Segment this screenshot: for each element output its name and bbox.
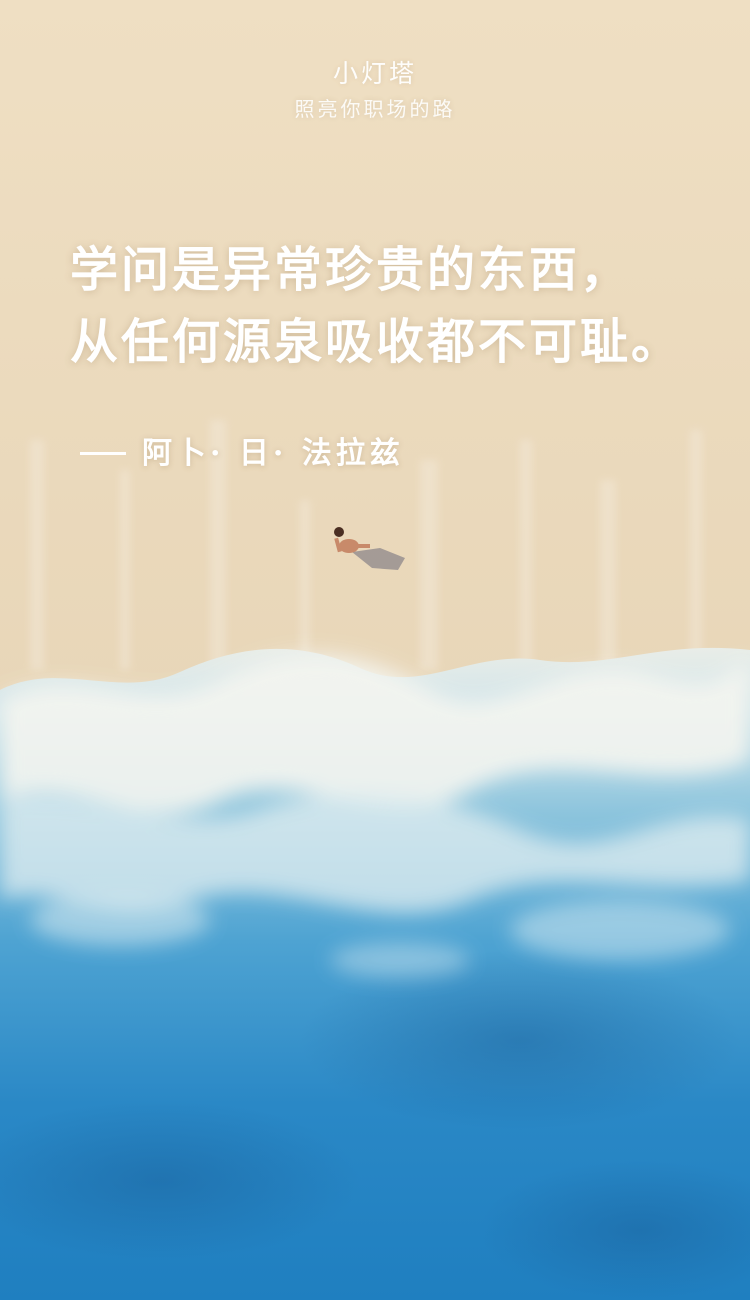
quote-line-1: 学问是异常珍贵的东西， xyxy=(70,242,632,298)
quote-line-2: 从任何源泉吸收都不可耻。 xyxy=(70,314,683,370)
author-name: 阿卜· 日· 法拉兹 xyxy=(142,436,404,471)
brand-tagline: 照亮你职场的路 xyxy=(294,97,456,121)
person-figure xyxy=(334,527,405,570)
brand-header: 小灯塔 照亮你职场的路 xyxy=(0,56,750,124)
brand-name: 小灯塔 xyxy=(332,59,417,88)
quote-author: 阿卜· 日· 法拉兹 xyxy=(80,428,404,472)
wet-sand-streaks xyxy=(30,420,702,670)
surf-foam xyxy=(0,654,750,978)
author-dash xyxy=(80,451,126,455)
quote-block: 学问是异常珍贵的东西， 从任何源泉吸收都不可耻。 xyxy=(70,234,740,378)
